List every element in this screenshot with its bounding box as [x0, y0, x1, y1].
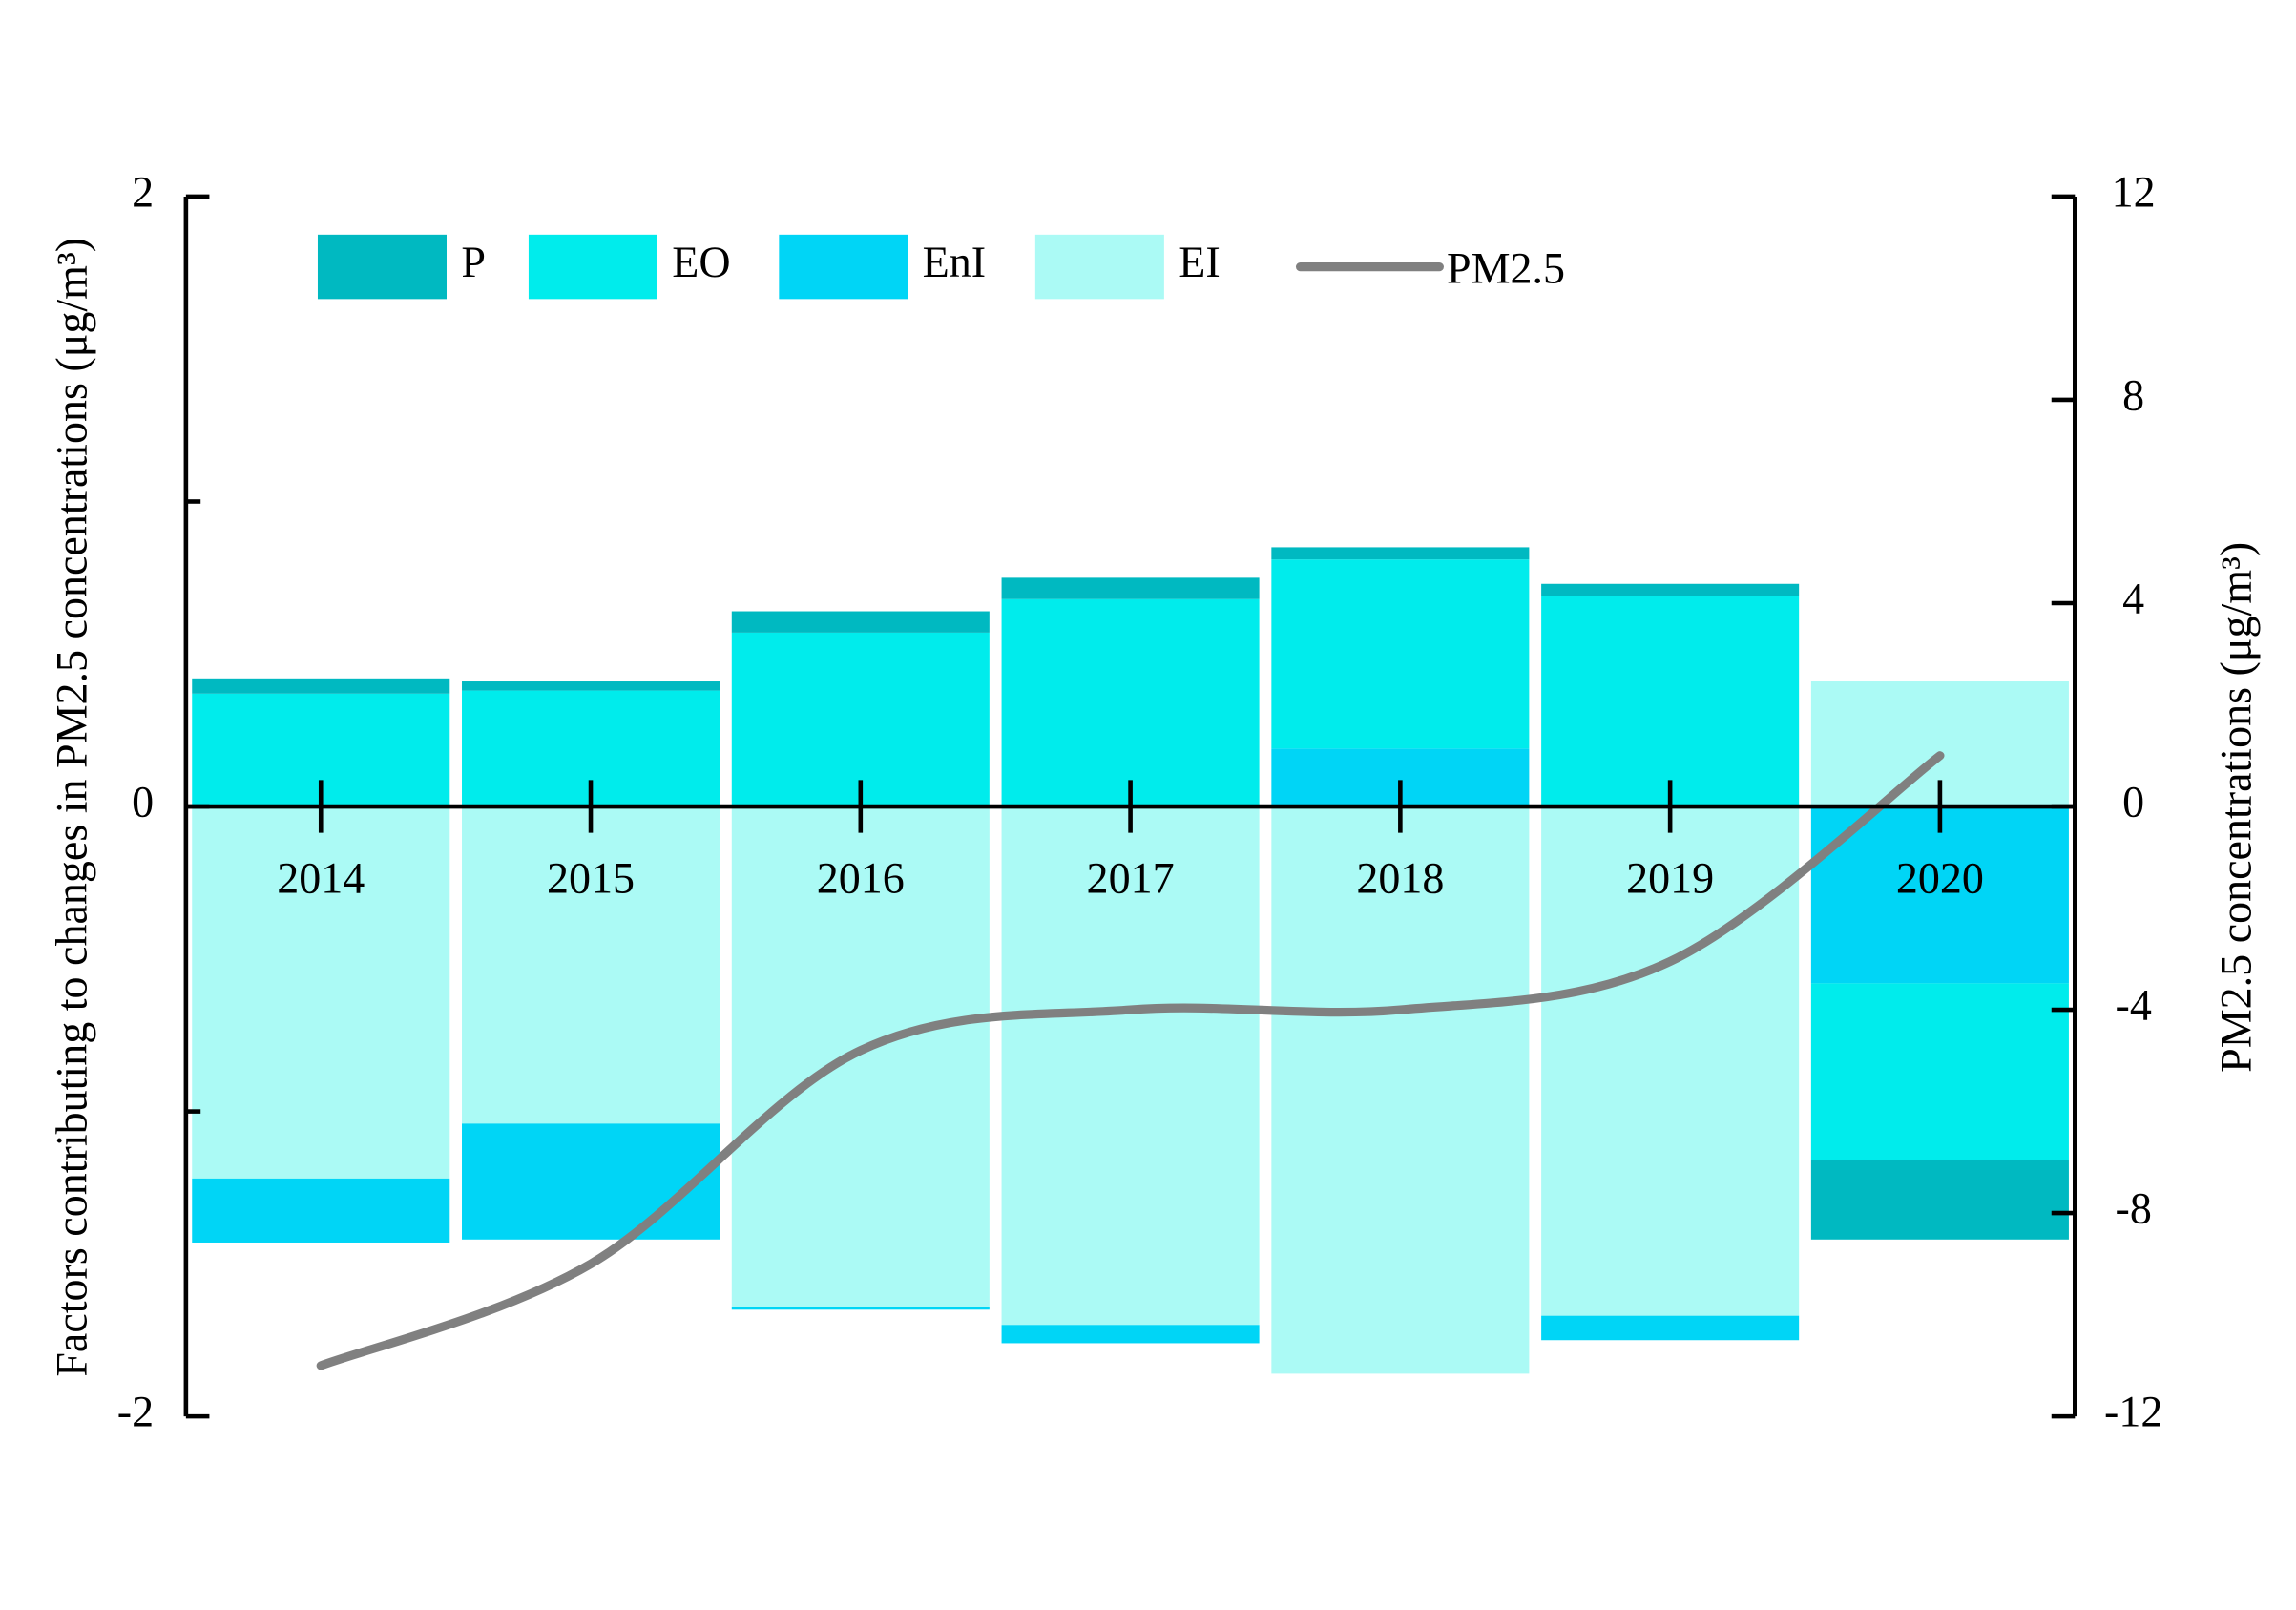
line-series: [316, 751, 1945, 1370]
legend-label: EnI: [923, 238, 986, 286]
bar-segment: [1541, 596, 1800, 807]
x-tick-label: 2014: [277, 853, 365, 902]
bar-segment: [1271, 806, 1530, 1374]
bar-segment: [731, 1307, 990, 1310]
bar-segment: [192, 806, 450, 1179]
legend-label: EI: [1179, 238, 1220, 286]
bar-segment: [1810, 983, 2069, 1160]
bar-segment: [1001, 806, 1260, 1326]
bar-segment: [1541, 1315, 1800, 1341]
x-tick-label: 2016: [817, 853, 905, 902]
legend-label: EO: [672, 238, 730, 286]
bar-segment: [462, 681, 720, 691]
legend-swatch: [317, 234, 448, 300]
bar-segment: [1271, 547, 1530, 560]
legend-swatch: [1034, 234, 1164, 300]
bar-segment: [462, 806, 720, 1124]
legend-swatch: [779, 234, 908, 300]
bar-segment: [1001, 577, 1260, 599]
y-tick-label: 0: [132, 778, 154, 826]
bar-segment: [462, 1123, 720, 1240]
bar-segment: [1001, 598, 1260, 807]
legend-label: PM2.5: [1447, 243, 1565, 292]
y2-tick-label: -8: [2116, 1184, 2152, 1233]
x-tick-label: 2020: [1896, 853, 1984, 902]
legend-swatch: [528, 234, 657, 300]
y-axis-title: Factors contributing to changes in PM2.5…: [47, 238, 95, 1377]
y-tick-label: -2: [117, 1388, 154, 1436]
y2-tick-label: 8: [2122, 371, 2144, 420]
bar-segment: [1810, 1160, 2069, 1240]
y2-tick-label: 0: [2122, 778, 2144, 826]
bar-segment: [192, 1178, 450, 1243]
y2-tick-label: -12: [2104, 1388, 2162, 1436]
bar-segment: [1810, 806, 2069, 984]
legend-label: P: [461, 238, 486, 286]
bar-segment: [192, 678, 450, 694]
x-tick-label: 2019: [1626, 853, 1714, 902]
bar-segment: [731, 806, 990, 1307]
bar-segment: [1271, 559, 1530, 749]
bar-segment: [731, 632, 990, 807]
bar-segment: [1541, 806, 1800, 1316]
bar-segment: [731, 611, 990, 633]
y-tick-label: 2: [132, 168, 154, 217]
x-tick-label: 2017: [1087, 853, 1175, 902]
y2-tick-label: 12: [2112, 168, 2156, 217]
y2-axis-title: PM2.5 concentrations (μg/m³): [2211, 542, 2260, 1073]
y2-tick-label: 4: [2122, 575, 2144, 623]
y2-tick-label: -4: [2116, 981, 2152, 1030]
x-tick-label: 2015: [547, 853, 635, 902]
x-tick-label: 2018: [1356, 853, 1444, 902]
bar-segment: [1001, 1325, 1260, 1344]
bar-segment: [1541, 583, 1800, 596]
